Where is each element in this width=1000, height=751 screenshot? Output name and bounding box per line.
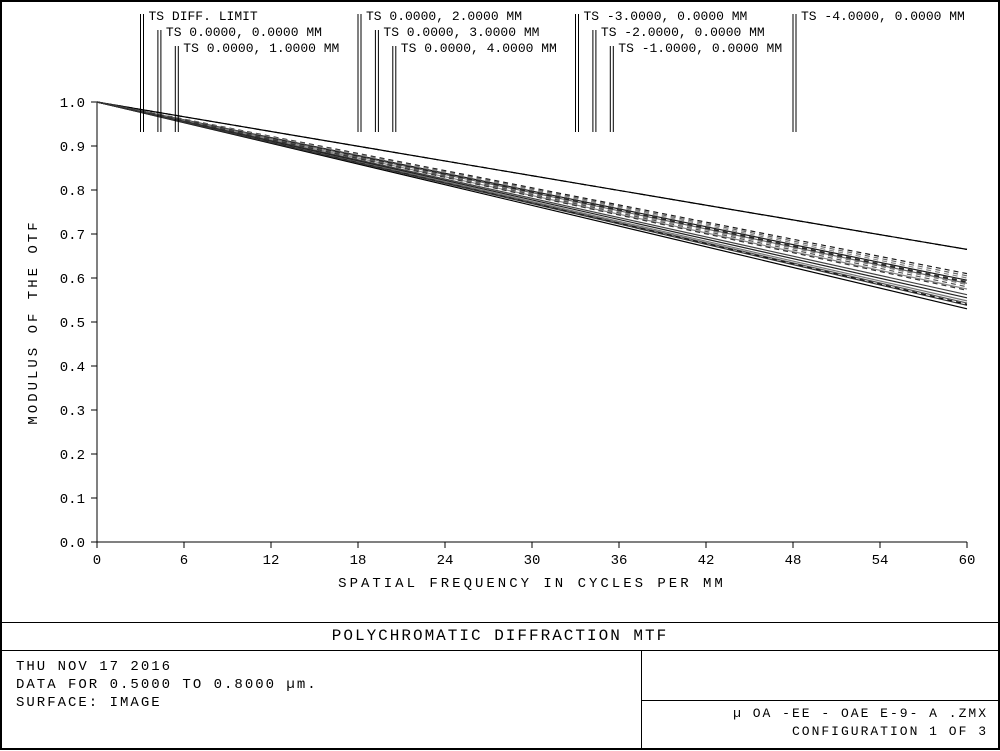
- svg-text:TS 0.0000, 1.0000 MM: TS 0.0000, 1.0000 MM: [183, 41, 339, 56]
- svg-text:36: 36: [611, 553, 628, 569]
- svg-text:0.9: 0.9: [60, 140, 85, 156]
- config-line: CONFIGURATION 1 OF 3: [652, 723, 988, 741]
- svg-text:12: 12: [263, 553, 280, 569]
- svg-text:TS 0.0000, 2.0000 MM: TS 0.0000, 2.0000 MM: [366, 9, 522, 24]
- svg-text:TS 0.0000, 3.0000 MM: TS 0.0000, 3.0000 MM: [383, 25, 539, 40]
- svg-text:0.7: 0.7: [60, 228, 85, 244]
- svg-text:TS DIFF. LIMIT: TS DIFF. LIMIT: [149, 9, 258, 24]
- surface-line: SURFACE: IMAGE: [16, 694, 627, 712]
- svg-text:0.5: 0.5: [60, 316, 85, 332]
- info-right-bottom: µ OA -EE - OAE E-9- A .ZMX CONFIGURATION…: [642, 701, 998, 751]
- svg-text:60: 60: [959, 553, 976, 569]
- svg-text:6: 6: [180, 553, 188, 569]
- svg-text:0.0: 0.0: [60, 536, 85, 552]
- svg-text:1.0: 1.0: [60, 96, 85, 112]
- svg-text:TS -4.0000, 0.0000 MM: TS -4.0000, 0.0000 MM: [801, 9, 965, 24]
- svg-text:TS 0.0000, 4.0000 MM: TS 0.0000, 4.0000 MM: [401, 41, 557, 56]
- info-right-top: [642, 650, 998, 701]
- svg-text:54: 54: [872, 553, 889, 569]
- file-line: µ OA -EE - OAE E-9- A .ZMX: [652, 705, 988, 723]
- svg-text:0.1: 0.1: [60, 492, 85, 508]
- chart-title: POLYCHROMATIC DIFFRACTION MTF: [332, 627, 668, 645]
- date-line: THU NOV 17 2016: [16, 658, 627, 676]
- info-panel-right: µ OA -EE - OAE E-9- A .ZMX CONFIGURATION…: [642, 650, 998, 750]
- svg-text:MODULUS OF THE OTF: MODULUS OF THE OTF: [26, 219, 42, 424]
- svg-text:0.8: 0.8: [60, 184, 85, 200]
- mtf-window: 0.0 0.1 0.2 0.3 0.4 0.5 0.6 0.7 0.8 0.9 1.0 0 6 12 18 2…: [0, 0, 1000, 750]
- data-range-line: DATA FOR 0.5000 TO 0.8000 µm.: [16, 676, 627, 694]
- mtf-chart: 0.0 0.1 0.2 0.3 0.4 0.5 0.6 0.7 0.8 0.9 1.0 0 6 12 18 2…: [2, 2, 1000, 622]
- svg-text:TS 0.0000, 0.0000 MM: TS 0.0000, 0.0000 MM: [166, 25, 322, 40]
- svg-text:SPATIAL FREQUENCY IN CYCLES PE: SPATIAL FREQUENCY IN CYCLES PER MM: [338, 576, 726, 592]
- svg-text:0.6: 0.6: [60, 272, 85, 288]
- svg-text:0.2: 0.2: [60, 448, 85, 464]
- svg-text:30: 30: [524, 553, 541, 569]
- svg-text:0.4: 0.4: [60, 360, 85, 376]
- svg-text:48: 48: [785, 553, 802, 569]
- svg-text:24: 24: [437, 553, 454, 569]
- svg-text:0.3: 0.3: [60, 404, 85, 420]
- svg-text:TS -3.0000, 0.0000 MM: TS -3.0000, 0.0000 MM: [584, 9, 748, 24]
- svg-text:42: 42: [698, 553, 715, 569]
- svg-text:TS -2.0000, 0.0000 MM: TS -2.0000, 0.0000 MM: [601, 25, 765, 40]
- svg-text:TS -1.0000, 0.0000 MM: TS -1.0000, 0.0000 MM: [618, 41, 782, 56]
- svg-text:18: 18: [350, 553, 367, 569]
- info-panel-left: THU NOV 17 2016 DATA FOR 0.5000 TO 0.800…: [2, 650, 642, 750]
- svg-text:0: 0: [93, 553, 101, 569]
- plot-area: 0.0 0.1 0.2 0.3 0.4 0.5 0.6 0.7 0.8 0.9 1.0 0 6 12 18 2…: [2, 2, 998, 623]
- chart-title-bar: POLYCHROMATIC DIFFRACTION MTF: [2, 622, 998, 651]
